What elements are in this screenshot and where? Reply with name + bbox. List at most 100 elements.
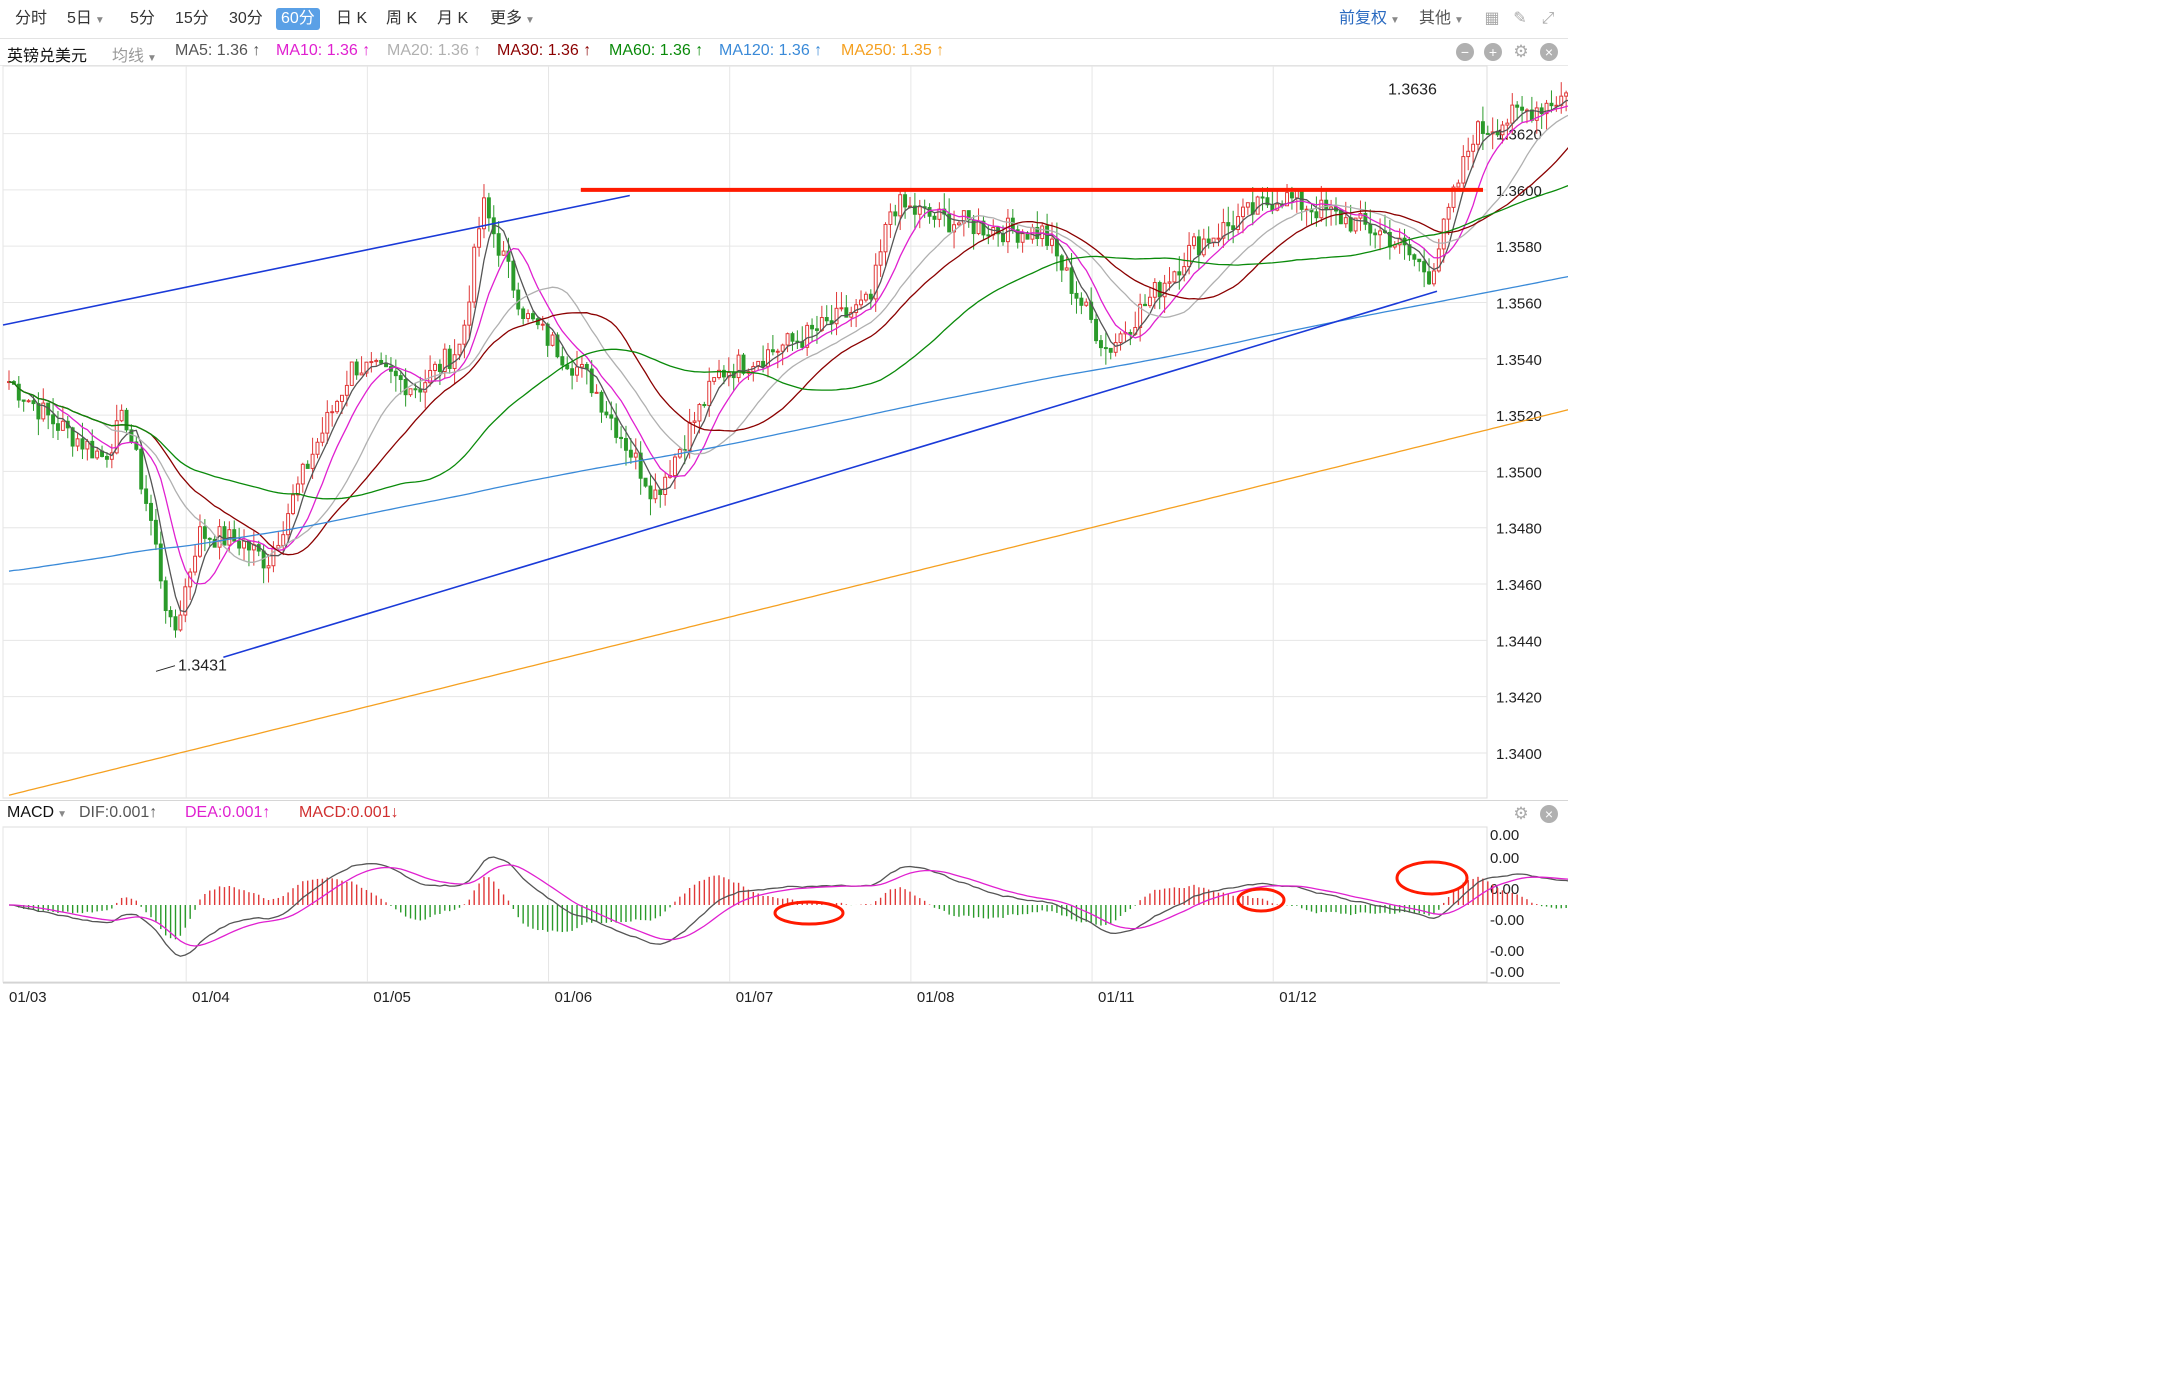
candle-body	[834, 307, 839, 325]
candle-body	[114, 420, 119, 454]
candle-body	[291, 494, 295, 515]
candle-body	[1417, 258, 1422, 263]
candle-body	[104, 455, 109, 460]
close-icon[interactable]: ×	[1540, 43, 1558, 61]
candle-body	[692, 420, 697, 423]
candle-body	[1196, 236, 1201, 256]
candle-body	[643, 477, 648, 487]
candle-body	[878, 251, 883, 266]
candle-body	[1539, 107, 1544, 115]
brush-icon[interactable]: ✎	[1513, 10, 1527, 27]
tab-30min[interactable]: 30分	[229, 10, 263, 27]
candle-body	[687, 421, 692, 452]
candle-body	[506, 250, 511, 262]
ma-line-120	[8, 275, 1568, 572]
candle-body	[21, 399, 26, 402]
candle-body	[1534, 107, 1539, 121]
candle-body	[95, 450, 100, 459]
macd-indicator-dropdown[interactable]: MACD ▼	[7, 804, 68, 821]
candle-body	[805, 324, 810, 348]
candle-body	[295, 483, 300, 496]
candle-body	[124, 409, 129, 431]
tab-5day[interactable]: 5日 ▼	[67, 10, 105, 27]
candle-body	[90, 440, 95, 459]
lower-trendline	[223, 290, 1438, 658]
adjust-dropdown[interactable]: 前复权 ▼	[1339, 10, 1400, 27]
plus-icon[interactable]: +	[1484, 43, 1502, 61]
candle-body	[379, 359, 384, 364]
candle-body	[1407, 244, 1412, 256]
candle-body	[1451, 186, 1456, 208]
candle-body	[888, 211, 893, 225]
other-dropdown[interactable]: 其他 ▼	[1419, 10, 1464, 27]
gear-icon[interactable]: ⚙	[1513, 804, 1529, 823]
candle-body	[1050, 238, 1054, 246]
candle-body	[1358, 213, 1363, 219]
candle-body	[1495, 131, 1500, 136]
dif-label: DIF:0.001↑	[79, 804, 158, 821]
candle-body	[1471, 143, 1476, 152]
ma-line-30	[8, 146, 1568, 556]
candle-body	[937, 208, 942, 220]
candle-body	[952, 224, 957, 233]
tab-weekly-k[interactable]: 周 K	[386, 10, 418, 27]
close-icon[interactable]: ×	[1540, 805, 1558, 823]
instrument-name: 英镑兑美元	[7, 48, 88, 65]
candle-body	[1461, 156, 1466, 184]
candle-body	[310, 453, 315, 469]
candle-body	[956, 222, 961, 226]
candle-body	[1172, 271, 1177, 283]
tab-more[interactable]: 更多 ▼	[490, 10, 535, 27]
candle-body	[403, 379, 408, 396]
tab-60min[interactable]: 60分	[276, 8, 320, 30]
y-tick-label: 1.3480	[1496, 521, 1542, 538]
candle-body	[418, 389, 423, 393]
candle-body	[1221, 222, 1226, 239]
candle-body	[119, 409, 124, 422]
candle-body	[555, 334, 560, 358]
x-tick-label: 01/06	[555, 989, 593, 1006]
minus-icon[interactable]: −	[1456, 43, 1474, 61]
tab-daily-k[interactable]: 日 K	[336, 10, 368, 27]
candle-body	[986, 234, 991, 237]
tab-5min[interactable]: 5分	[130, 10, 155, 27]
tab-timeshare[interactable]: 分时	[15, 10, 48, 27]
macd-pane	[2, 826, 1488, 983]
candle-body	[712, 377, 717, 382]
candle-body	[1466, 150, 1471, 158]
upper-trendline	[2, 194, 630, 326]
grid-icon[interactable]: ▦	[1484, 10, 1500, 27]
candle-body	[761, 360, 766, 367]
ma250-label: MA250: 1.35 ↑	[841, 42, 945, 59]
candle-body	[903, 194, 908, 208]
candle-body	[349, 361, 354, 386]
candle-body	[1544, 102, 1549, 115]
x-tick-label: 01/03	[9, 989, 47, 1006]
candle-body	[1079, 297, 1084, 306]
x-tick-label: 01/04	[192, 989, 230, 1006]
line-type-dropdown[interactable]: 均线 ▼	[112, 48, 157, 65]
gear-icon[interactable]: ⚙	[1513, 42, 1529, 61]
candle-body	[898, 194, 903, 217]
ma5-label: MA5: 1.36 ↑	[175, 42, 261, 59]
candle-body	[51, 414, 56, 425]
candle-body	[344, 384, 349, 396]
candle-body	[1343, 217, 1348, 225]
candle-body	[1231, 225, 1236, 231]
tab-monthly-k[interactable]: 月 K	[437, 10, 469, 27]
low-pointer	[155, 665, 176, 672]
chevron-down-icon: ▼	[525, 15, 535, 26]
candle-body	[398, 375, 403, 381]
candle-body	[462, 324, 467, 345]
candle-body	[242, 540, 247, 549]
candle-body	[516, 289, 521, 310]
candle-body	[570, 368, 575, 376]
candle-body	[340, 394, 344, 402]
candlestick-chart: 1.36201.36001.35801.35601.35401.35201.35…	[2, 65, 1568, 1006]
tab-15min[interactable]: 15分	[175, 10, 209, 27]
candle-body	[966, 210, 971, 221]
ma120-label: MA120: 1.36 ↑	[719, 42, 823, 59]
fullscreen-icon[interactable]: ⤢	[1541, 10, 1555, 27]
candle-body	[354, 361, 359, 376]
candle-body	[393, 370, 398, 377]
